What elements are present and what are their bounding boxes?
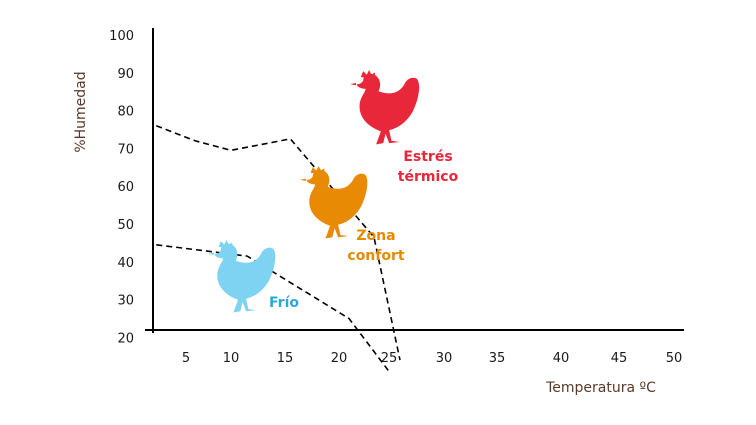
y-tick-label: 90 [117,67,134,82]
x-tick-label: 10 [223,351,240,366]
zone-labels: Frío Zona confort Estrés térmico [269,149,459,311]
x-tick-label: 50 [666,351,683,366]
x-tick-label: 25 [381,351,398,366]
y-tick-label: 80 [117,105,134,120]
cold-comfort-boundary [156,244,390,372]
x-tick-label: 20 [331,351,348,366]
y-tick-label: 50 [117,218,134,233]
chicken-icon [350,70,420,145]
x-axis-label: Temperatura ºC [545,380,656,396]
y-axis-label: %Humedad [73,71,89,152]
y-tick-label: 60 [117,180,134,195]
zone-label: Zona confort [347,228,404,264]
comfort-heat-boundary [156,124,401,361]
chicken-icon [208,240,276,313]
y-tick-label: 70 [117,142,134,157]
x-tick-label: 5 [182,351,190,366]
x-tick-label: 15 [277,351,294,366]
zone-label: Estrés térmico [398,149,459,185]
x-tick-label: 30 [436,351,453,366]
zone-label: Frío [269,295,299,311]
y-tick-label: 100 [109,29,134,44]
x-tick-label: 45 [611,351,628,366]
y-tick-label: 30 [117,294,134,309]
y-tick-label: 40 [117,256,134,271]
y-axis-ticks: 100 90 80 70 60 50 40 30 20 [109,29,134,346]
chicken-icon [300,166,368,239]
x-tick-label: 35 [489,351,506,366]
y-tick-label: 20 [117,331,134,346]
chicken-icons [208,70,420,313]
x-axis-ticks: 5 10 15 20 25 30 35 40 45 50 [182,351,682,366]
x-tick-label: 40 [553,351,570,366]
boundary-lines [156,124,401,372]
